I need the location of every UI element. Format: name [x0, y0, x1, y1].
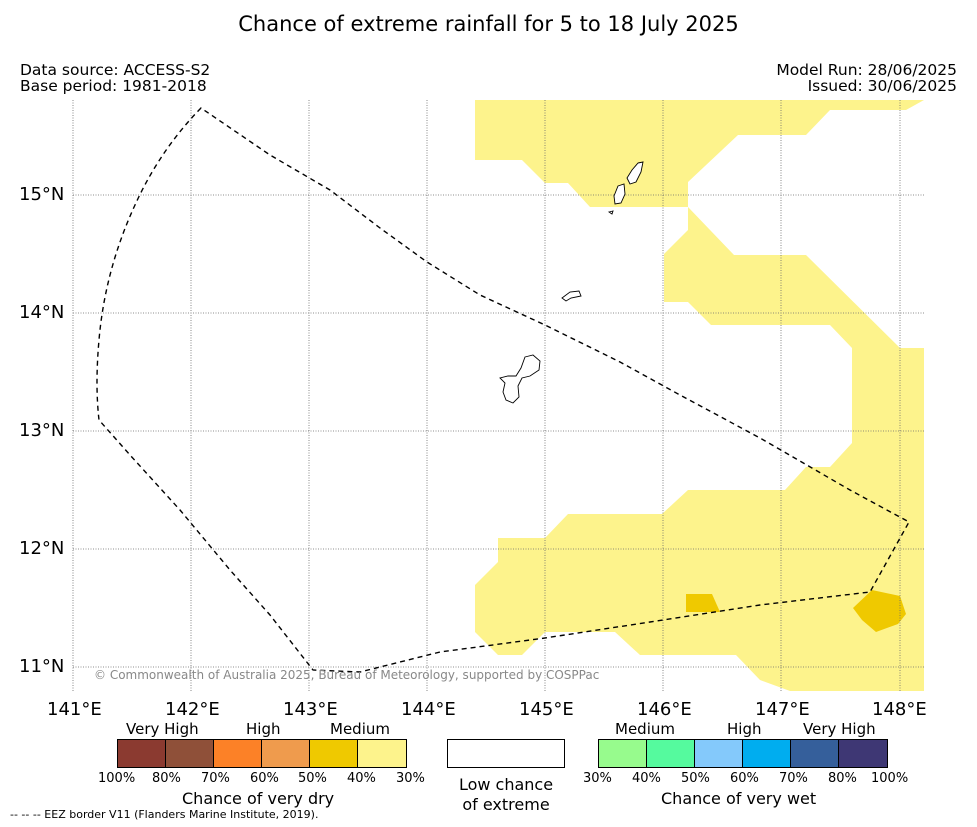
wet-swatch-6 [839, 740, 887, 767]
wet-tick-100: 100% [871, 771, 909, 786]
wet-swatch-3 [695, 740, 743, 767]
low-chance-caption-line2: of extreme [462, 795, 550, 814]
dry-tick-40: 40% [347, 771, 376, 786]
aguijan-island [607, 210, 614, 215]
wet-very-high-label: Very High [803, 720, 876, 738]
wet-swatch-2 [647, 740, 695, 767]
lon-label-141: 141°E [47, 699, 102, 720]
wet-high-label: High [727, 720, 762, 738]
rota-island [561, 290, 582, 302]
dry-tick-50: 50% [298, 771, 327, 786]
wet-tick-70: 70% [779, 771, 808, 786]
dry-caption: Chance of very dry [182, 789, 335, 808]
lat-label-12: 12°N [19, 538, 65, 559]
copyright-credit: © Commonwealth of Australia 2025, Bureau… [94, 668, 600, 682]
dry-tick-70: 70% [201, 771, 230, 786]
mid-dry-patch-2 [853, 590, 906, 632]
low-chance-caption-line1: Low chance [458, 775, 554, 794]
saipan-island [626, 161, 644, 185]
medium-dry-region-north [475, 100, 924, 207]
lon-label-144: 144°E [401, 699, 456, 720]
dry-tick-30: 30% [396, 771, 425, 786]
dry-swatch-6 [358, 740, 406, 767]
medium-dry-region-east [475, 207, 924, 691]
wet-tick-60: 60% [730, 771, 759, 786]
lon-label-143: 143°E [283, 699, 338, 720]
mid-dry-patch-1 [686, 594, 720, 612]
dry-tick-60: 60% [250, 771, 279, 786]
model-run-text: Model Run: 28/06/2025 [776, 61, 957, 79]
lon-label-145: 145°E [519, 699, 574, 720]
eez-footer-note: -- -- -- EEZ border V11 (Flanders Marine… [10, 808, 319, 821]
lat-label-14: 14°N [19, 302, 65, 323]
wet-swatch-5 [791, 740, 839, 767]
dry-tick-100: 100% [98, 771, 136, 786]
dry-high-label: High [246, 720, 281, 738]
lat-label-13: 13°N [19, 420, 65, 441]
dry-very-high-label: Very High [126, 720, 199, 738]
dry-swatch-5 [310, 740, 358, 767]
issued-text: Issued: 30/06/2025 [807, 77, 957, 95]
eez-border [96, 107, 910, 673]
dry-swatch-3 [214, 740, 262, 767]
dry-medium-label: Medium [330, 720, 390, 738]
wet-swatch-1 [599, 740, 647, 767]
wet-tick-50: 50% [681, 771, 710, 786]
lon-label-142: 142°E [165, 699, 220, 720]
guam-island [499, 354, 541, 404]
wet-medium-label: Medium [615, 720, 675, 738]
data-source-text: Data source: ACCESS-S2 [20, 61, 211, 79]
gridlines [72, 100, 924, 691]
wet-tick-40: 40% [632, 771, 661, 786]
tinian-island [613, 183, 626, 205]
wet-tick-80: 80% [828, 771, 857, 786]
dry-tick-80: 80% [152, 771, 181, 786]
dry-colorbar [117, 739, 407, 768]
dry-swatch-4 [262, 740, 310, 767]
base-period-text: Base period: 1981-2018 [20, 77, 207, 95]
lat-label-11: 11°N [19, 656, 65, 677]
low-chance-swatch [447, 739, 565, 768]
map-title: Chance of extreme rainfall for 5 to 18 J… [238, 12, 739, 36]
wet-tick-30: 30% [583, 771, 612, 786]
wet-colorbar [598, 739, 888, 768]
probability-shading [475, 100, 924, 691]
islands [499, 161, 644, 404]
lon-label-147: 147°E [755, 699, 810, 720]
dry-swatch-1 [118, 740, 166, 767]
dry-swatch-2 [166, 740, 214, 767]
wet-caption: Chance of very wet [661, 789, 817, 808]
lat-label-15: 15°N [19, 184, 65, 205]
wet-swatch-4 [743, 740, 791, 767]
lon-label-146: 146°E [637, 699, 692, 720]
lon-label-148: 148°E [872, 699, 927, 720]
